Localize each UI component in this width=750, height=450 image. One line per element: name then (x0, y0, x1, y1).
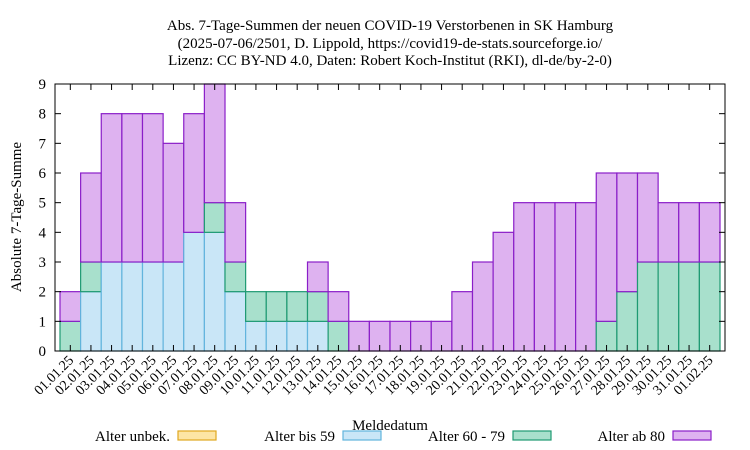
bar-2-7 (183, 231, 205, 352)
bar-4-24 (533, 202, 556, 352)
bar-2-5 (141, 261, 164, 352)
bar-3-13 (306, 291, 329, 322)
bar-4-30 (657, 202, 680, 263)
bar-4-7 (183, 113, 205, 233)
bar-4-23 (513, 202, 535, 352)
bar-3-28 (616, 291, 639, 352)
bar-3-11 (265, 291, 288, 322)
legend-swatch-4 (672, 430, 712, 441)
bar-4-31 (678, 202, 700, 263)
y-axis-label: Absolute 7-Tage-Summe (9, 142, 25, 293)
y-tick-label-4: 4 (39, 225, 47, 241)
bar-2-2 (80, 291, 102, 352)
bar-2-8 (203, 231, 226, 352)
y-tick-label-0: 0 (39, 344, 47, 360)
bar-3-12 (286, 291, 309, 322)
bar-2-6 (162, 261, 185, 352)
bar-4-3 (100, 113, 123, 263)
x-axis-label: Meldedatum (352, 418, 428, 434)
bar-4-8 (203, 83, 226, 204)
bar-4-1 (59, 291, 82, 322)
bar-4-27 (595, 172, 618, 322)
bar-3-9 (224, 261, 247, 293)
title-line-1: Abs. 7-Tage-Summen der neuen COVID-19 Ve… (167, 18, 614, 34)
plot-frame (54, 83, 726, 352)
bar-4-9 (224, 202, 247, 263)
bar-2-3 (100, 261, 123, 352)
bar-3-8 (203, 202, 226, 233)
legend-label-4: Alter ab 80 (598, 429, 665, 445)
bar-3-32 (698, 261, 721, 352)
bar-4-28 (616, 172, 639, 293)
bar-4-6 (162, 142, 185, 263)
y-tick-label-3: 3 (39, 255, 47, 271)
bar-2-9 (224, 291, 247, 352)
legend-swatch-2 (342, 430, 382, 441)
y-tick-label-6: 6 (39, 166, 47, 182)
bar-2-4 (121, 261, 144, 352)
bar-3-2 (80, 261, 102, 293)
legend-swatch-3 (512, 430, 552, 441)
y-tick-label-5: 5 (39, 196, 47, 212)
title-line-2: (2025-07-06/2501, D. Lippold, https://co… (178, 36, 603, 52)
legend-label-1: Alter unbek. (95, 429, 170, 445)
bar-3-29 (636, 261, 659, 352)
bar-3-10 (245, 291, 267, 322)
y-tick-label-2: 2 (39, 285, 47, 301)
bars-layer (59, 83, 721, 352)
y-tick-label-1: 1 (39, 314, 47, 330)
bar-4-29 (636, 172, 659, 263)
bar-4-21 (471, 261, 494, 352)
y-tick-label-7: 7 (39, 136, 47, 152)
legend: Alter unbek. Alter bis 59 Alter 60 - 79 Alt… (95, 429, 712, 445)
bar-4-14 (327, 291, 350, 322)
title-line-3: Lizenz: CC BY-ND 4.0, Daten: Robert Koch… (168, 53, 612, 69)
legend-swatch-1 (177, 430, 217, 441)
bar-4-22 (492, 231, 515, 352)
bar-4-25 (554, 202, 577, 352)
legend-label-2: Alter bis 59 (264, 429, 335, 445)
y-axis: 0 1 2 3 4 5 6 7 8 9 (39, 77, 725, 360)
bar-4-4 (121, 113, 144, 263)
bar-3-31 (678, 261, 700, 352)
bar-4-5 (141, 113, 164, 263)
chart-title: Abs. 7-Tage-Summen der neuen COVID-19 Ve… (167, 18, 614, 69)
y-tick-label-9: 9 (39, 77, 47, 93)
legend-label-3: Alter 60 - 79 (428, 429, 505, 445)
bar-4-13 (306, 261, 329, 293)
bar-4-32 (698, 202, 721, 263)
bar-4-2 (80, 172, 102, 263)
bar-3-30 (657, 261, 680, 352)
y-tick-label-8: 8 (39, 107, 47, 123)
bar-4-20 (451, 291, 474, 352)
bar-4-26 (575, 202, 597, 352)
